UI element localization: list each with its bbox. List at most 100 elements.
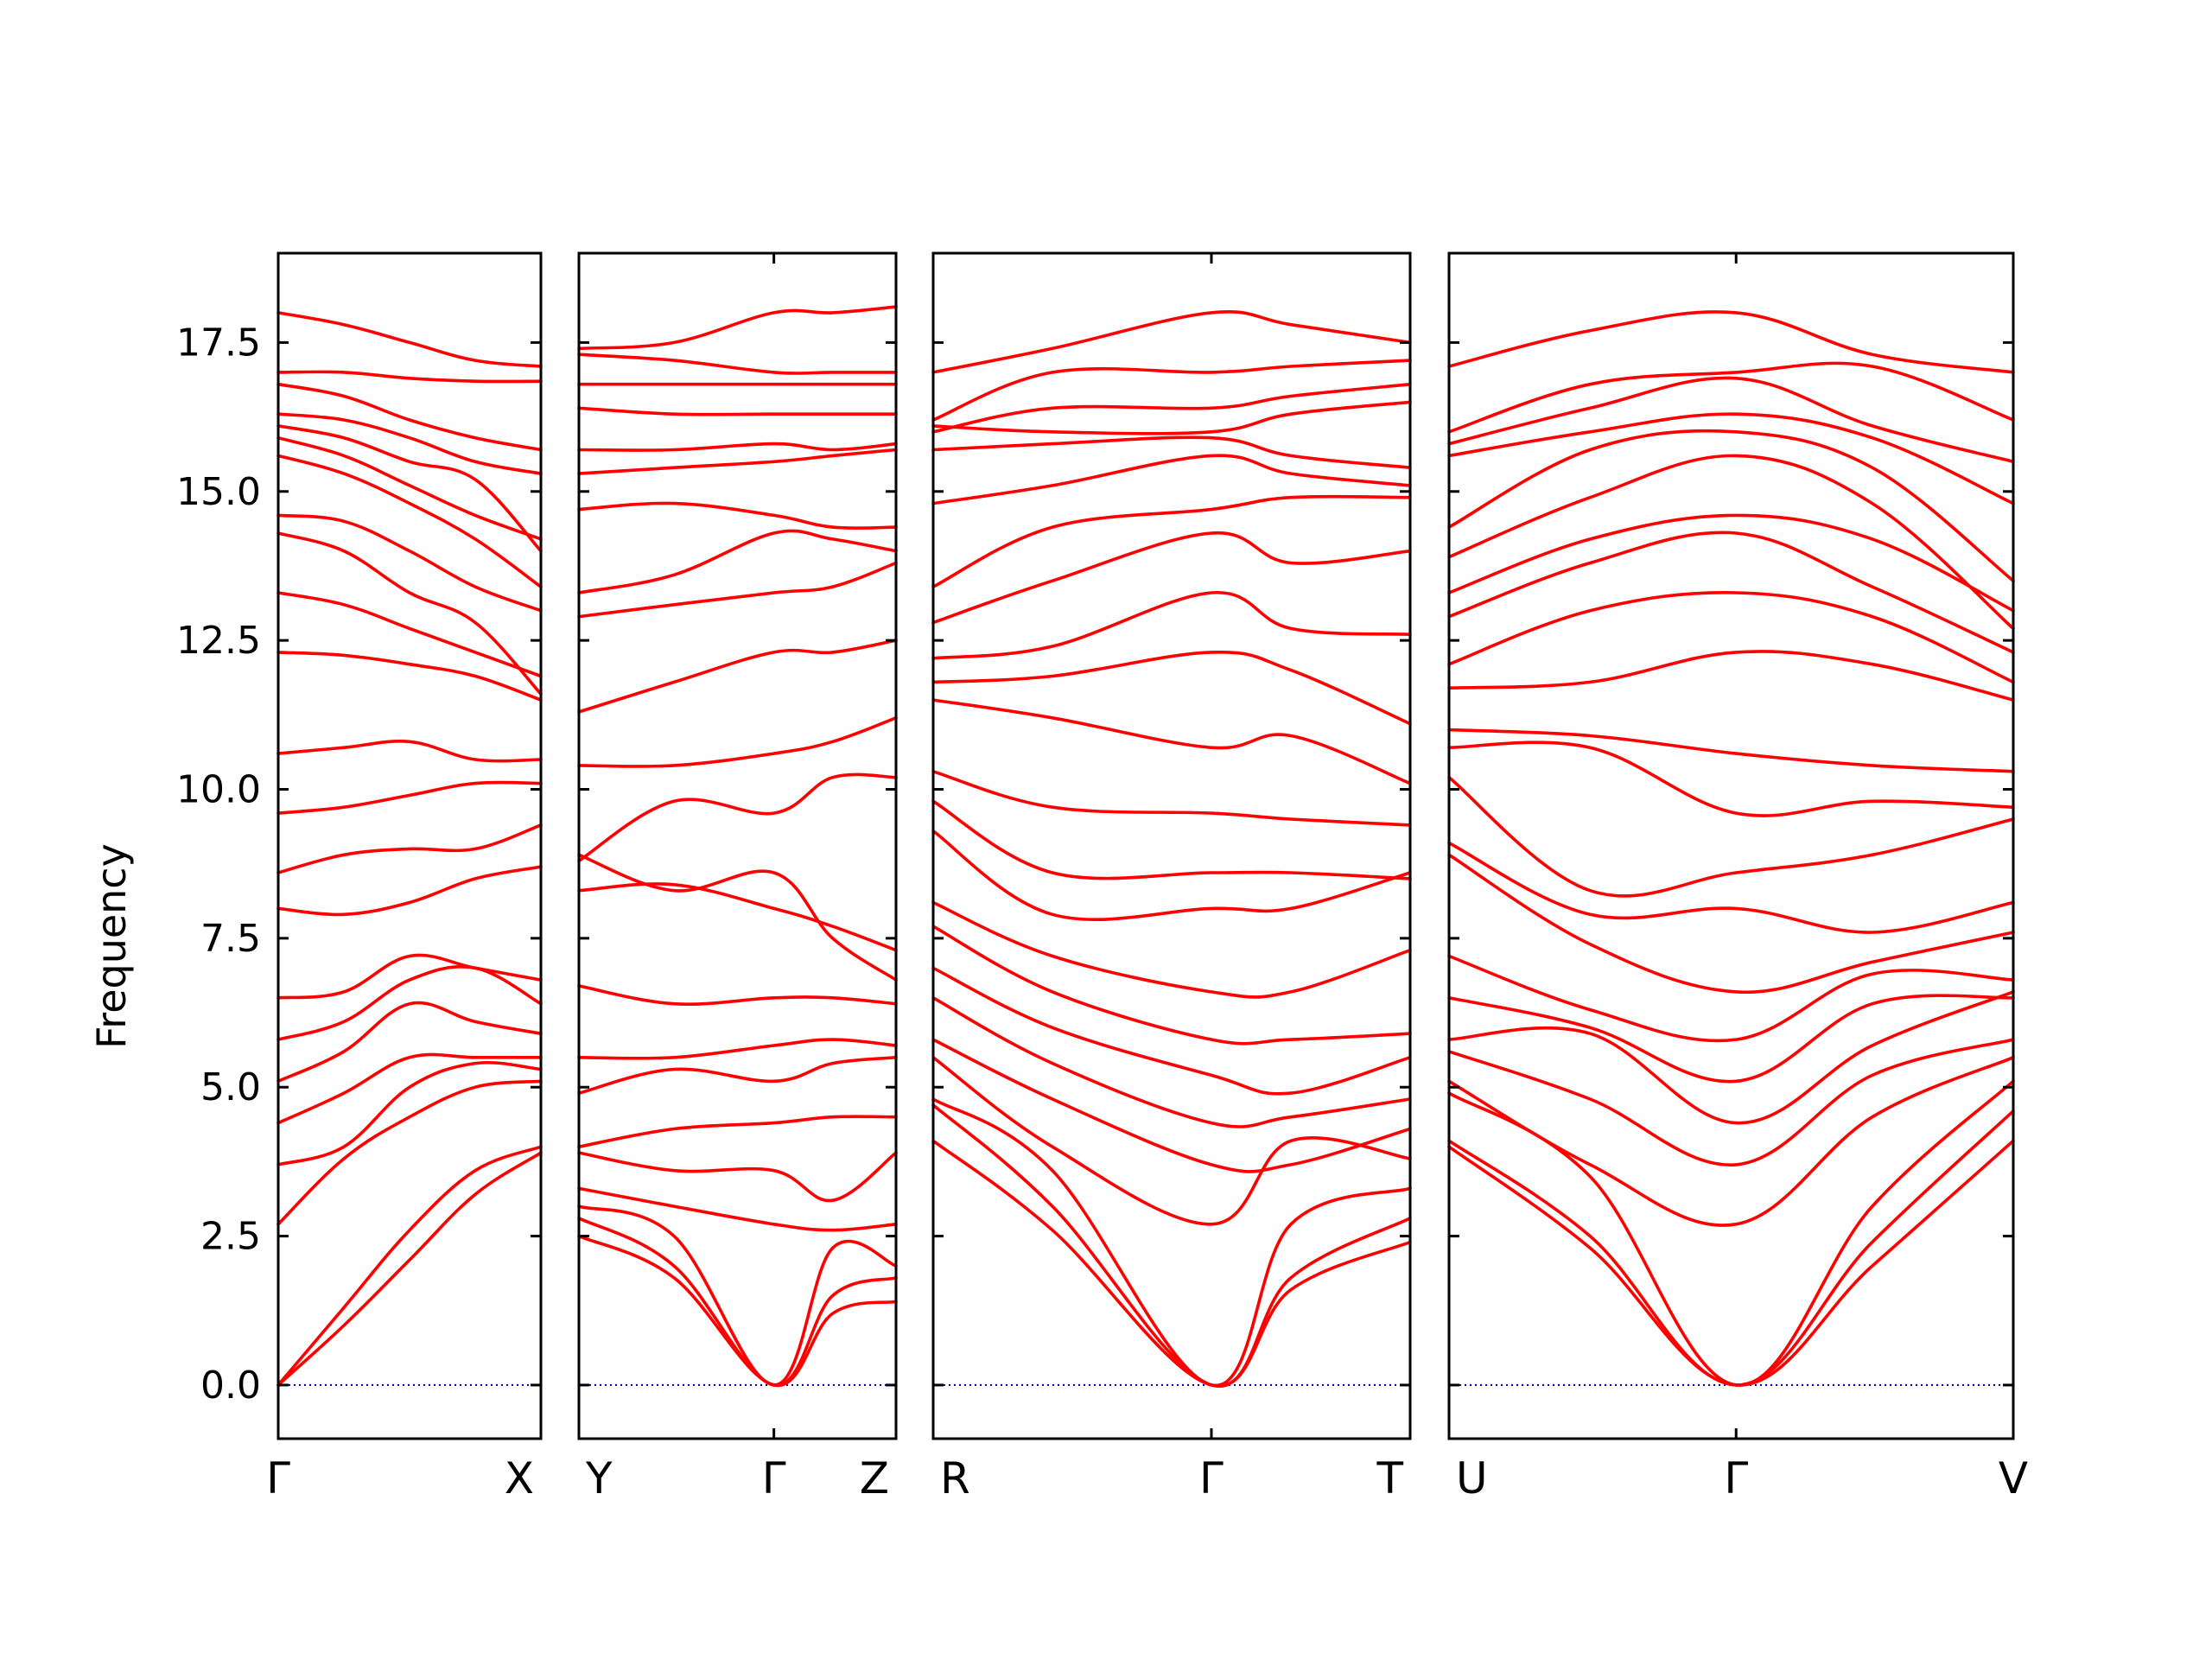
y-tick-label: 2.5 [200,1215,261,1259]
band-line [276,412,543,475]
band-line [276,513,543,613]
panel-3: ΓR T [931,251,1412,1503]
band-line [276,953,543,1000]
y-tick-label: 12.5 [176,619,261,663]
q-point-label: X [505,1453,534,1503]
band-line [931,1103,1412,1389]
band-line [1447,650,2015,702]
band-line [577,984,898,1006]
band-line [1447,1038,2015,1166]
q-point-label: R [940,1453,970,1503]
band-line [1447,1056,2015,1227]
band-line [931,830,1412,921]
band-line [1447,841,2015,934]
band-line [276,370,543,384]
y-tick-label: 0.0 [200,1363,261,1408]
band-line [1447,728,2015,773]
band-line [577,1115,898,1148]
band-line [276,382,543,452]
band-line [1447,954,2015,1043]
band-line [931,650,1412,726]
band-line [276,311,543,368]
band-line [931,925,1412,1046]
y-axis-label: Frequency [88,843,135,1049]
panel-frame [931,251,1412,1440]
band-line [577,772,898,862]
band-line [577,1217,898,1387]
band-line [931,359,1412,422]
band-line [931,435,1412,469]
band-line [1447,361,2015,434]
q-point-label: Γ [1199,1453,1224,1503]
band-line [276,591,543,678]
band-line [577,501,898,531]
y-tick-label: 17.5 [176,321,261,365]
band-line [1447,990,2015,1125]
band-line [931,531,1412,625]
band-line [1447,853,2015,995]
band-line [931,494,1412,588]
q-point-label: Y [585,1453,613,1503]
band-line [276,1052,543,1125]
band-line [276,1061,543,1166]
band-line [577,442,898,452]
band-line [931,996,1412,1128]
band-line [577,882,898,952]
y-axis-ticks: 0.0 2.5 5.0 7.5 10.0 12.5 15.0 17.5 [176,321,261,1408]
q-point-label: T [1376,1453,1403,1503]
band-line [1447,1079,2015,1387]
panel-2: ΓY Z [577,251,898,1503]
panel-frame [276,251,543,1440]
band-line [276,651,543,702]
band-line [276,780,543,815]
panels: Γ X ΓY Z ΓR T ΓU V [266,251,2028,1503]
band-line [1447,531,2015,654]
band-line [931,900,1412,999]
band-line [276,424,543,553]
band-line [577,529,898,594]
q-point-label: U [1456,1453,1488,1503]
band-line [931,310,1412,374]
band-line [276,1151,543,1387]
band-line [1447,429,2015,582]
band-line [276,454,543,588]
band-line [1447,513,2015,613]
q-point-label: Γ [266,1453,290,1503]
band-line [931,698,1412,785]
y-tick-label: 15.0 [176,470,261,514]
band-line [931,770,1412,827]
y-tick-label: 10.0 [176,768,261,812]
band-line [276,865,543,917]
band-line [1447,741,2015,817]
panel-frame [1447,251,2015,1440]
panel-frame [577,251,898,1440]
band-line [1447,310,2015,374]
band-line [276,531,543,696]
band-line [577,448,898,475]
band-line [1447,454,2015,631]
band-line [577,561,898,619]
q-point-label: Γ [1724,1453,1748,1503]
q-point-label: Z [860,1453,889,1503]
band-line [931,454,1412,505]
band-line [276,1001,543,1084]
band-line [577,1234,898,1387]
band-line [1447,591,2015,684]
band-line [577,353,898,375]
band-line [931,1097,1412,1387]
band-line [931,799,1412,880]
band-line [577,1056,898,1095]
band-line [931,1056,1412,1226]
band-line [931,591,1412,660]
y-tick-label: 5.0 [200,1065,261,1109]
band-line [1447,994,2015,1084]
band-line [577,406,898,416]
band-line [276,435,543,541]
q-point-label: V [1999,1453,2028,1503]
band-line [931,382,1412,434]
band-line [931,400,1412,435]
band-line [276,740,543,763]
band-line [276,823,543,874]
